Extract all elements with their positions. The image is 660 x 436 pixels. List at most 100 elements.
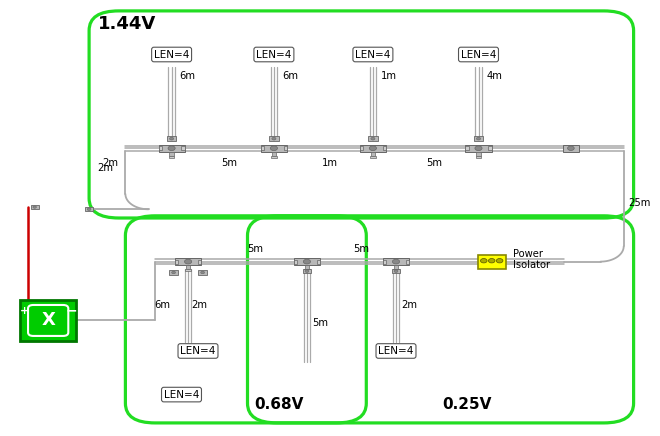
- Circle shape: [488, 259, 495, 264]
- Text: 6m: 6m: [154, 300, 170, 310]
- Circle shape: [496, 259, 503, 263]
- Bar: [269, 136, 279, 141]
- Bar: [30, 205, 38, 209]
- Circle shape: [170, 137, 174, 140]
- Circle shape: [201, 271, 205, 274]
- Bar: [383, 258, 409, 265]
- Text: Power
Isolator: Power Isolator: [513, 249, 550, 270]
- Text: LEN=4: LEN=4: [461, 50, 496, 59]
- Bar: [271, 156, 277, 157]
- Bar: [370, 156, 376, 157]
- Text: 6m: 6m: [180, 72, 195, 81]
- Circle shape: [33, 206, 36, 208]
- Text: LEN=4: LEN=4: [378, 346, 414, 356]
- Circle shape: [480, 259, 487, 263]
- Bar: [294, 258, 320, 265]
- Bar: [476, 156, 481, 157]
- Bar: [304, 269, 310, 271]
- Bar: [167, 136, 176, 141]
- Bar: [175, 258, 201, 265]
- Bar: [317, 259, 320, 263]
- Text: 5m: 5m: [353, 244, 369, 253]
- Text: 0.68V: 0.68V: [254, 397, 304, 412]
- Circle shape: [477, 137, 480, 140]
- Bar: [198, 270, 207, 275]
- Circle shape: [475, 146, 482, 150]
- Bar: [294, 259, 297, 263]
- Bar: [383, 146, 386, 150]
- Text: 1.44V: 1.44V: [98, 15, 156, 33]
- Circle shape: [305, 270, 309, 272]
- Text: 4m: 4m: [486, 72, 502, 81]
- Text: LEN=4: LEN=4: [355, 50, 391, 59]
- Bar: [158, 146, 162, 150]
- Text: X: X: [41, 311, 55, 330]
- Circle shape: [370, 146, 376, 150]
- Circle shape: [488, 259, 495, 263]
- Bar: [562, 145, 579, 152]
- Bar: [198, 259, 201, 263]
- Text: 2m: 2m: [401, 300, 417, 310]
- Bar: [406, 259, 409, 263]
- Bar: [169, 270, 178, 275]
- Text: −: −: [66, 304, 77, 318]
- Circle shape: [393, 259, 399, 264]
- Bar: [261, 145, 287, 152]
- Text: LEN=4: LEN=4: [164, 390, 199, 399]
- Bar: [465, 146, 469, 150]
- Circle shape: [568, 146, 574, 150]
- Bar: [474, 136, 483, 141]
- Bar: [302, 269, 312, 273]
- Bar: [368, 136, 378, 141]
- Text: LEN=4: LEN=4: [256, 50, 292, 59]
- Bar: [170, 152, 174, 156]
- Bar: [488, 146, 492, 150]
- Bar: [182, 146, 185, 150]
- Bar: [84, 207, 94, 211]
- Circle shape: [394, 270, 398, 272]
- Text: +: +: [20, 306, 30, 316]
- Bar: [185, 269, 191, 271]
- Circle shape: [168, 146, 175, 150]
- Text: 6m: 6m: [282, 72, 298, 81]
- Bar: [394, 265, 398, 269]
- Bar: [305, 265, 309, 269]
- Bar: [392, 269, 400, 273]
- Circle shape: [271, 146, 277, 150]
- Circle shape: [371, 137, 375, 140]
- Text: 25m: 25m: [628, 198, 651, 208]
- Bar: [477, 152, 480, 156]
- Text: 0.25V: 0.25V: [442, 397, 492, 412]
- Text: 2m: 2m: [191, 300, 207, 310]
- Text: 5m: 5m: [221, 159, 237, 168]
- Circle shape: [272, 137, 276, 140]
- Text: 1m: 1m: [381, 72, 397, 81]
- Bar: [284, 146, 287, 150]
- Bar: [478, 255, 506, 269]
- Bar: [465, 145, 492, 152]
- Bar: [483, 258, 500, 265]
- Text: 2m: 2m: [98, 163, 114, 173]
- Bar: [261, 146, 264, 150]
- Circle shape: [172, 271, 176, 274]
- Text: 5m: 5m: [426, 159, 442, 168]
- Bar: [393, 269, 399, 271]
- Bar: [371, 152, 375, 156]
- Text: 5m: 5m: [248, 244, 263, 253]
- Bar: [175, 259, 178, 263]
- Bar: [169, 156, 174, 157]
- Text: LEN=4: LEN=4: [180, 346, 216, 356]
- Text: LEN=4: LEN=4: [154, 50, 189, 59]
- Text: 5m: 5m: [312, 318, 328, 327]
- Text: 1m: 1m: [322, 159, 338, 168]
- Text: 2m: 2m: [102, 159, 118, 168]
- Circle shape: [304, 259, 310, 264]
- Bar: [383, 259, 386, 263]
- Circle shape: [185, 259, 191, 264]
- Bar: [158, 145, 185, 152]
- Circle shape: [87, 208, 91, 211]
- Bar: [272, 152, 276, 156]
- FancyBboxPatch shape: [28, 305, 69, 336]
- Bar: [360, 146, 363, 150]
- Bar: [186, 265, 190, 269]
